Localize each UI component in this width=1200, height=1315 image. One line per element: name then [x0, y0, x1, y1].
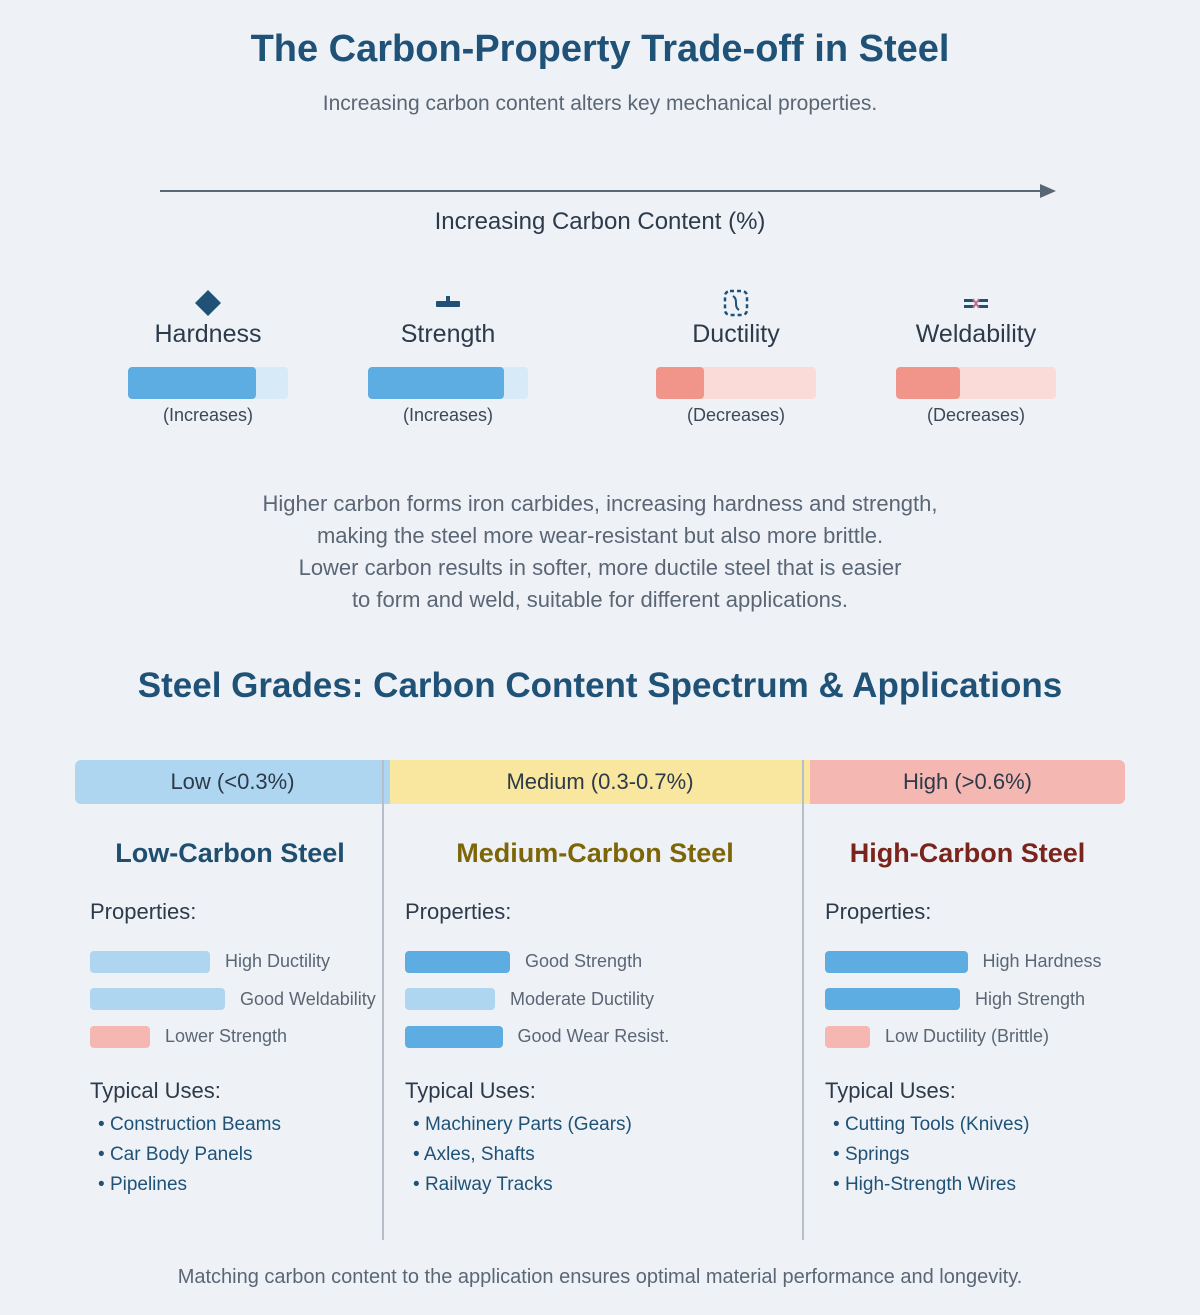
uses-heading: Typical Uses:	[405, 1077, 536, 1103]
property-level-bar	[405, 950, 510, 973]
property-label: Lower Strength	[165, 1026, 288, 1047]
property-level-fill	[896, 367, 960, 399]
property-level-bar	[90, 1025, 150, 1048]
property-row: High Hardness	[825, 943, 1115, 981]
property-weldability: Weldability (Decreases)	[856, 288, 1096, 426]
arrow-right-icon	[1040, 184, 1056, 198]
property-row: Low Ductility (Brittle)	[825, 1018, 1115, 1056]
grade-title: High-Carbon Steel	[849, 838, 1086, 868]
property-name: Weldability	[915, 320, 1037, 348]
subtitle: Increasing carbon content alters key mec…	[322, 92, 878, 115]
footer-note: Matching carbon content to the applicati…	[177, 1266, 1023, 1288]
band-high: High (>0.6%)	[810, 760, 1125, 804]
paragraph-line: Higher carbon forms iron carbides, incre…	[262, 491, 938, 516]
anvil-icon	[328, 288, 568, 318]
uses-heading: Typical Uses:	[90, 1077, 221, 1103]
property-name: Hardness	[154, 320, 262, 348]
property-row: High Strength	[825, 981, 1115, 1019]
property-row: Moderate Ductility	[405, 981, 795, 1019]
property-level-bar	[90, 988, 225, 1011]
grade-column: Medium-Carbon Steel Properties: Good Str…	[405, 838, 795, 1204]
diamond-icon	[88, 288, 328, 318]
property-label: High Hardness	[982, 951, 1102, 972]
property-trend: (Increases)	[162, 405, 254, 425]
grade-title: Medium-Carbon Steel	[456, 838, 734, 868]
property-label: High Ductility	[225, 951, 331, 972]
paragraph-line: to form and weld, suitable for different…	[351, 587, 849, 612]
property-strength: Strength (Increases)	[328, 288, 568, 426]
property-row: Lower Strength	[90, 1018, 380, 1056]
property-ductility: Ductility (Decreases)	[616, 288, 856, 426]
property-trend: (Increases)	[402, 405, 494, 425]
property-label: Good Strength	[525, 951, 643, 972]
grade-column: High-Carbon Steel Properties: High Hardn…	[825, 838, 1115, 1204]
uses-list: Construction BeamsCar Body PanelsPipelin…	[90, 1114, 380, 1204]
uses-list: Machinery Parts (Gears)Axles, ShaftsRail…	[405, 1114, 795, 1204]
property-label: Good Wear Resist.	[517, 1026, 670, 1047]
property-level-bar	[90, 950, 210, 973]
uses-list: Cutting Tools (Knives)SpringsHigh-Streng…	[825, 1114, 1115, 1204]
property-trend: (Decreases)	[686, 405, 786, 425]
property-level-fill	[368, 367, 504, 399]
property-name: Ductility	[692, 320, 780, 348]
axis-label: Increasing Carbon Content (%)	[434, 208, 766, 235]
property-trend: (Decreases)	[926, 405, 1026, 425]
column-divider	[802, 760, 804, 1240]
list-item: Cutting Tools (Knives)	[833, 1114, 1115, 1144]
property-level-bar	[368, 367, 528, 399]
grade-title: Low-Carbon Steel	[115, 838, 345, 868]
property-hardness: Hardness (Increases)	[88, 288, 328, 426]
property-label: Moderate Ductility	[510, 988, 655, 1009]
property-level-bar	[825, 1025, 870, 1048]
section-title: Steel Grades: Carbon Content Spectrum & …	[137, 666, 1063, 705]
stretch-icon	[616, 288, 856, 318]
page-title: The Carbon-Property Trade-off in Steel	[250, 28, 950, 70]
property-label: Low Ductility (Brittle)	[885, 1026, 1050, 1047]
property-level-fill	[656, 367, 704, 399]
weld-joint-icon	[856, 288, 1096, 318]
property-level-bar	[405, 988, 495, 1011]
property-level-bar	[656, 367, 816, 399]
list-item: Springs	[833, 1144, 1115, 1174]
list-item: Machinery Parts (Gears)	[413, 1114, 795, 1144]
list-item: Construction Beams	[98, 1114, 380, 1144]
list-item: Railway Tracks	[413, 1174, 795, 1204]
property-level-fill	[128, 367, 256, 399]
column-divider	[382, 760, 384, 1240]
band-medium: Medium (0.3-0.7%)	[390, 760, 810, 804]
paragraph-line: Lower carbon results in softer, more duc…	[298, 555, 902, 580]
property-level-bar	[405, 1025, 503, 1048]
property-level-bar	[896, 367, 1056, 399]
property-row: Good Wear Resist.	[405, 1018, 795, 1056]
properties-heading: Properties:	[825, 899, 932, 924]
property-name: Strength	[400, 320, 496, 348]
paragraph-line: making the steel more wear-resistant but…	[316, 523, 884, 548]
property-level-bar	[825, 988, 960, 1011]
properties-heading: Properties:	[90, 899, 197, 924]
property-label: High Strength	[975, 988, 1086, 1009]
grade-column: Low-Carbon Steel Properties: High Ductil…	[90, 838, 380, 1204]
list-item: Car Body Panels	[98, 1144, 380, 1174]
list-item: Pipelines	[98, 1174, 380, 1204]
properties-heading: Properties:	[405, 899, 512, 924]
band-low: Low (<0.3%)	[75, 760, 390, 804]
property-row: Good Weldability	[90, 981, 380, 1019]
property-row: High Ductility	[90, 943, 380, 981]
carbon-axis-line	[160, 190, 1045, 192]
explanation-paragraph: Higher carbon forms iron carbides, incre…	[0, 488, 1200, 616]
property-level-bar	[825, 950, 968, 973]
list-item: High-Strength Wires	[833, 1174, 1115, 1204]
uses-heading: Typical Uses:	[825, 1077, 956, 1103]
property-level-bar	[128, 367, 288, 399]
list-item: Axles, Shafts	[413, 1144, 795, 1174]
property-row: Good Strength	[405, 943, 795, 981]
property-label: Good Weldability	[240, 988, 376, 1009]
